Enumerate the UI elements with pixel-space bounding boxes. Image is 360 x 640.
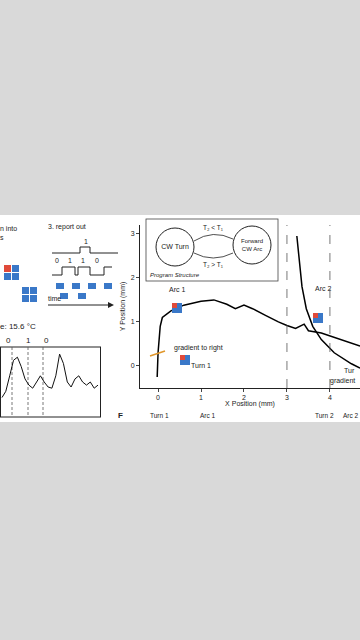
svg-text:0: 0 (156, 394, 160, 401)
svg-text:T₂ < T₁: T₂ < T₁ (203, 224, 224, 231)
svg-text:1: 1 (81, 257, 85, 264)
svg-text:CW Arc: CW Arc (242, 246, 262, 252)
svg-text:Turn 1: Turn 1 (150, 412, 169, 419)
svg-text:Arc 1: Arc 1 (169, 286, 185, 293)
svg-text:1: 1 (199, 394, 203, 401)
svg-text:Tur: Tur (344, 367, 355, 374)
svg-text:Arc 2: Arc 2 (343, 412, 359, 419)
svg-text:1: 1 (68, 257, 72, 264)
svg-text:gradient to right: gradient to right (174, 344, 223, 352)
svg-text:time: time (48, 295, 61, 302)
svg-text:4: 4 (328, 394, 332, 401)
svg-text:0: 0 (44, 336, 49, 345)
svg-text:0: 0 (6, 336, 11, 345)
svg-text:0: 0 (55, 257, 59, 264)
svg-text:e: 15.6 °C: e: 15.6 °C (0, 322, 36, 331)
svg-text:Turn 1: Turn 1 (191, 362, 211, 369)
svg-text:s: s (0, 234, 4, 241)
svg-text:1: 1 (84, 238, 88, 245)
svg-text:Arc 1: Arc 1 (200, 412, 216, 419)
svg-text:gradient: gradient (330, 377, 355, 385)
svg-text:3: 3 (285, 394, 289, 401)
svg-text:T₂ > T₁: T₂ > T₁ (203, 261, 224, 268)
svg-text:Program Structure: Program Structure (150, 272, 200, 278)
svg-text:n into: n into (0, 225, 17, 232)
svg-text:3. report out: 3. report out (48, 223, 86, 231)
svg-text:2: 2 (131, 274, 135, 281)
svg-text:2: 2 (242, 394, 246, 401)
svg-text:1: 1 (131, 318, 135, 325)
svg-text:1: 1 (26, 336, 31, 345)
svg-text:0: 0 (95, 257, 99, 264)
svg-text:0: 0 (131, 362, 135, 369)
svg-text:Turn 2: Turn 2 (315, 412, 334, 419)
svg-text:Forward: Forward (241, 238, 263, 244)
svg-text:X Position (mm): X Position (mm) (225, 400, 275, 408)
svg-text:3: 3 (131, 230, 135, 237)
svg-text:Y Position (mm): Y Position (mm) (119, 282, 127, 332)
svg-text:CW Turn: CW Turn (161, 243, 189, 250)
svg-text:F: F (118, 411, 123, 420)
svg-text:Arc 2: Arc 2 (315, 285, 331, 292)
